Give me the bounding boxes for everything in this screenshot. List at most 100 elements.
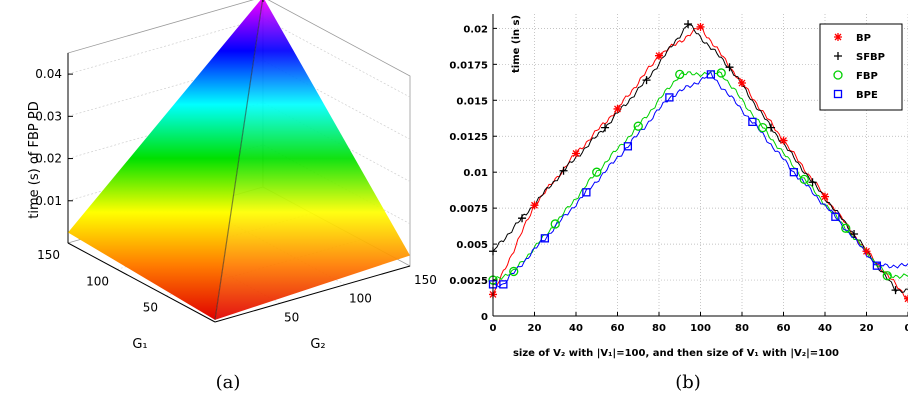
- x-tick-label: 80: [735, 323, 749, 334]
- marker-bpe: [831, 212, 840, 221]
- legend-marker-sfbp: [834, 52, 842, 60]
- x-tick-label: 20: [860, 323, 874, 334]
- z-tick-label: 0.04: [35, 67, 62, 81]
- marker-bpe: [540, 234, 550, 243]
- z-tick-label: 0.02: [35, 152, 62, 166]
- g1-tick-label: 100: [86, 274, 109, 288]
- marker-sfbp: [725, 63, 734, 72]
- z-tick-label: 0.03: [35, 109, 62, 123]
- marker-bp: [572, 149, 580, 158]
- legend-label-bpe: BPE: [856, 90, 878, 101]
- g1-axis-line: [67, 242, 216, 323]
- marker-bp: [862, 247, 871, 256]
- g2-tick-label: 100: [349, 292, 372, 306]
- line-chart-panel: 0 0.0025 0.005 0.0075 0.01 0.0125 0.015 0.0175 0…: [449, 14, 908, 393]
- x-tick-label: 60: [777, 323, 791, 334]
- marker-bpe: [665, 93, 674, 102]
- marker-sfbp: [601, 123, 610, 132]
- y-tick-label: 0.015: [456, 96, 488, 107]
- y-tick-label: 0.02: [463, 24, 488, 35]
- marker-fbp: [550, 219, 560, 229]
- x-tick-label: 40: [569, 323, 583, 334]
- marker-bpe: [582, 188, 591, 197]
- surface-face-right: [215, 0, 410, 320]
- marker-sfbp: [684, 20, 693, 29]
- legend-box: [819, 23, 903, 111]
- marker-bpe: [789, 168, 799, 177]
- y-axis-label: time (in s): [511, 15, 522, 73]
- marker-bp: [821, 192, 829, 201]
- series-markers: [488, 20, 908, 303]
- y-tick-label: 0: [481, 312, 488, 323]
- z-axis-label: time (s) of FBP PD: [27, 101, 42, 218]
- marker-bpe: [872, 261, 882, 270]
- legend-marker-bp: [834, 33, 842, 41]
- g1-tick-label: 50: [143, 301, 158, 315]
- g2-tick-label: 150: [414, 273, 437, 287]
- g2-axis-label: G₂: [310, 337, 325, 352]
- marker-sfbp: [891, 286, 900, 295]
- marker-fbp: [592, 167, 602, 177]
- x-tick-label: 0: [490, 323, 497, 334]
- z-tick-labels: 0.01 0.02 0.03 0.04: [35, 67, 73, 208]
- legend-label-fbp: FBP: [856, 71, 878, 82]
- x-tick-label: 100: [690, 323, 711, 334]
- marker-bp: [696, 22, 705, 31]
- y-tick-label: 0.005: [456, 240, 488, 251]
- marker-fbp: [882, 271, 892, 281]
- marker-bp: [738, 79, 746, 88]
- marker-fbp: [758, 122, 768, 133]
- x-tick-labels: 0 20 40 60 80 100 80 60 40 20 0: [490, 312, 908, 334]
- marker-fbp: [841, 223, 851, 233]
- marker-bpe: [748, 117, 757, 127]
- marker-sfbp: [518, 214, 527, 223]
- surface-ridge: [214, 0, 264, 320]
- g2-axis-line: [214, 265, 411, 323]
- y-tick-label: 0.0025: [449, 276, 488, 287]
- g1-tick-label: 150: [37, 248, 60, 262]
- y-tick-label: 0.0075: [449, 204, 488, 215]
- marker-bpe: [706, 70, 716, 79]
- marker-sfbp: [559, 166, 568, 175]
- z-tick-label: 0.01: [35, 194, 62, 208]
- legend-marker-fbp: [833, 70, 843, 80]
- marker-fbp: [675, 69, 685, 80]
- marker-bp: [655, 51, 663, 60]
- x-tick-label: 80: [652, 323, 666, 334]
- surface: [68, 0, 410, 320]
- marker-fbp: [509, 266, 519, 277]
- x-tick-label: 20: [528, 323, 542, 334]
- x-tick-label: 60: [611, 323, 625, 334]
- y-tick-label: 0.0125: [449, 132, 488, 143]
- marker-bpe: [623, 142, 633, 151]
- marker-sfbp: [850, 230, 859, 239]
- y-tick-label: 0.0175: [449, 60, 488, 71]
- x-tick-label: 0: [905, 323, 908, 334]
- peak-marker: [262, 0, 264, 2]
- marker-bpe: [499, 280, 508, 289]
- surface-plot-panel: 0.01 0.02 0.03 0.04 50 100 150 50 100 150 time …: [27, 0, 437, 393]
- g2-tick-labels: 50 100 150: [284, 273, 437, 324]
- marker-bp: [530, 201, 539, 210]
- marker-fbp: [716, 68, 726, 78]
- panel-b-caption: (b): [675, 372, 701, 393]
- g2-tick-label: 50: [284, 310, 299, 324]
- legend-label-sfbp: SFBP: [856, 52, 885, 63]
- marker-sfbp: [808, 178, 817, 187]
- x-axis-label: size of V₂ with |V₁|=100, and then size …: [513, 348, 839, 359]
- g1-tick-labels: 50 100 150: [37, 248, 158, 315]
- legend: BP SFBP FBP BPE: [819, 23, 903, 111]
- y-tick-labels: 0 0.0025 0.005 0.0075 0.01 0.0125 0.015 0.0175 0…: [449, 24, 497, 323]
- legend-marker-bpe: [833, 89, 843, 99]
- x-tick-label: 40: [818, 323, 832, 334]
- g1-axis-label: G₁: [132, 337, 147, 352]
- marker-bp: [779, 136, 788, 145]
- marker-fbp: [633, 121, 643, 131]
- marker-bp: [613, 104, 622, 113]
- panel-a-caption: (a): [216, 372, 241, 393]
- marker-sfbp: [767, 123, 776, 132]
- surface-face-left: [68, 0, 263, 320]
- y-tick-label: 0.01: [463, 168, 488, 179]
- marker-fbp: [799, 174, 809, 185]
